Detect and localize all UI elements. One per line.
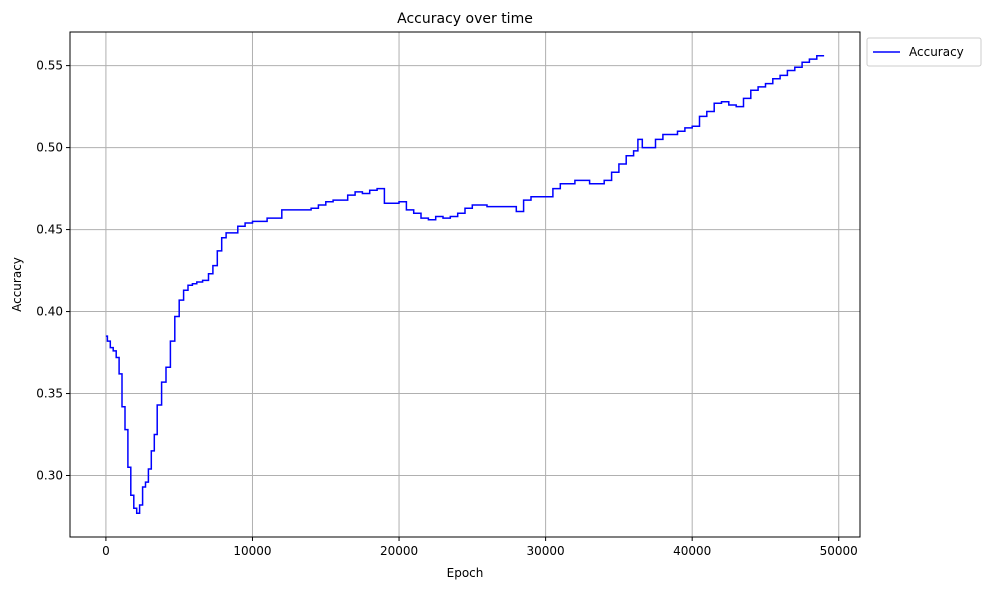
x-tick-label: 0 xyxy=(102,544,110,558)
x-tick-label: 30000 xyxy=(527,544,565,558)
y-tick-label: 0.55 xyxy=(36,59,63,73)
y-axis-label: Accuracy xyxy=(10,257,24,312)
x-tick-label: 20000 xyxy=(380,544,418,558)
x-tick-label: 40000 xyxy=(673,544,711,558)
legend-label: Accuracy xyxy=(909,45,964,59)
x-axis-label: Epoch xyxy=(447,566,484,580)
legend-box xyxy=(866,37,982,67)
chart-title: Accuracy over time xyxy=(397,11,533,27)
y-tick-label: 0.40 xyxy=(36,305,63,319)
x-axis: 0 10000 20000 30000 40000 50000 xyxy=(102,537,858,558)
y-tick-label: 0.30 xyxy=(36,469,63,483)
x-tick-label: 10000 xyxy=(233,544,271,558)
series-line-accuracy xyxy=(105,55,825,514)
plot-area xyxy=(70,32,860,537)
y-axis: 0.30 0.35 0.40 0.45 0.50 0.55 xyxy=(36,59,70,483)
series-layer xyxy=(105,55,825,514)
x-tick-label: 50000 xyxy=(820,544,858,558)
legend: Accuracy xyxy=(866,37,982,67)
plot-frame xyxy=(69,31,861,538)
grid-lines xyxy=(70,32,860,537)
y-tick-label: 0.50 xyxy=(36,141,63,155)
y-tick-label: 0.45 xyxy=(36,223,63,237)
y-tick-label: 0.35 xyxy=(36,387,63,401)
